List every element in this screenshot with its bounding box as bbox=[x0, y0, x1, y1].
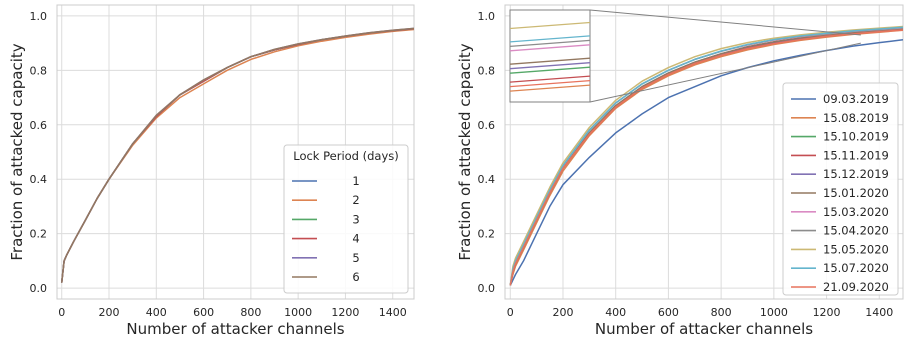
legend-label: 5 bbox=[352, 251, 359, 265]
inset-connector bbox=[589, 9, 861, 36]
inset-series-line bbox=[509, 66, 591, 74]
plot-frame bbox=[504, 4, 904, 300]
legend-label: 1 bbox=[352, 174, 359, 188]
legend-label: 15.10.2019 bbox=[823, 130, 889, 144]
x-tick-label: 400 bbox=[146, 306, 167, 319]
x-tick-label: 200 bbox=[552, 306, 573, 319]
inset-series-line bbox=[509, 75, 591, 83]
inset-series-line bbox=[509, 39, 591, 48]
legend-label: 15.07.2020 bbox=[823, 261, 889, 275]
inset-series-line bbox=[509, 62, 591, 70]
series-line bbox=[60, 27, 414, 283]
inset-series-line bbox=[509, 21, 591, 30]
x-tick-label: 1000 bbox=[760, 306, 788, 319]
legend-label: 15.08.2019 bbox=[823, 111, 889, 125]
legend-label: 15.04.2020 bbox=[823, 224, 889, 238]
series-line bbox=[509, 25, 903, 286]
y-tick-label: 1.0 bbox=[30, 10, 48, 23]
y-tick-label: 0.0 bbox=[478, 282, 496, 295]
legend-label: 09.03.2019 bbox=[823, 92, 889, 106]
x-tick-label: 1000 bbox=[284, 306, 312, 319]
y-axis-label: Fraction of attacked capacity bbox=[456, 43, 474, 260]
left-chart-panel: 0 200 400 600 800 1000 1200 1400 0.0 0.2 0.4 0.6 0.8… bbox=[8, 4, 415, 338]
y-tick-label: 0.8 bbox=[478, 64, 496, 77]
legend-title: Lock Period (days) bbox=[293, 149, 399, 163]
x-tick-label: 400 bbox=[605, 306, 626, 319]
series-line bbox=[509, 26, 903, 286]
series-line bbox=[509, 29, 903, 286]
x-axis-label: Number of attacker channels bbox=[126, 320, 344, 338]
x-tick-label: 1200 bbox=[813, 306, 841, 319]
legend-label: 4 bbox=[352, 232, 359, 246]
legend-label: 6 bbox=[352, 270, 359, 284]
y-tick-label: 0.0 bbox=[30, 282, 48, 295]
y-tick-label: 0.2 bbox=[478, 228, 496, 241]
x-tick-label: 1200 bbox=[331, 306, 359, 319]
legend-label: 3 bbox=[352, 212, 359, 226]
y-axis-label: Fraction of attacked capacity bbox=[8, 43, 26, 260]
inset-series-line bbox=[509, 57, 591, 65]
y-tick-label: 0.6 bbox=[478, 119, 496, 132]
x-tick-label: 600 bbox=[193, 306, 214, 319]
x-tick-label: 0 bbox=[507, 306, 514, 319]
zoom-inset bbox=[509, 9, 861, 103]
series-lines bbox=[60, 27, 414, 283]
x-axis-label: Number of attacker channels bbox=[595, 320, 813, 338]
inset-series-line bbox=[509, 84, 591, 92]
y-tick-label: 0.2 bbox=[30, 228, 48, 241]
y-tick-label: 0.6 bbox=[30, 119, 48, 132]
y-tick-label: 1.0 bbox=[478, 10, 496, 23]
x-tick-label: 1400 bbox=[379, 306, 407, 319]
x-tick-label: 0 bbox=[58, 306, 65, 319]
inset-series-line bbox=[509, 35, 591, 43]
x-tick-label: 1400 bbox=[865, 306, 893, 319]
legend-label: 15.01.2020 bbox=[823, 186, 889, 200]
series-lines bbox=[509, 25, 903, 286]
x-tick-label: 200 bbox=[99, 306, 120, 319]
right-chart-panel: 0 200 400 600 800 1000 1200 1400 0.0 0.2 0.4 0.6 0.8… bbox=[456, 4, 904, 338]
x-tick-label: 600 bbox=[658, 306, 679, 319]
legend-label: 15.05.2020 bbox=[823, 242, 889, 256]
legend: Lock Period (days) 1 2 3 4 5 6 bbox=[283, 144, 409, 294]
legend-label: 21.09.2020 bbox=[823, 280, 889, 294]
x-tick-label: 800 bbox=[240, 306, 261, 319]
y-tick-label: 0.4 bbox=[30, 173, 48, 186]
legend-label: 15.12.2019 bbox=[823, 167, 889, 181]
legend: 09.03.2019 15.08.2019 15.10.2019 15.11.2019… bbox=[782, 82, 899, 296]
series-line bbox=[509, 29, 903, 286]
legend-label: 2 bbox=[352, 193, 359, 207]
x-tick-label: 800 bbox=[711, 306, 732, 319]
legend-label: 15.03.2020 bbox=[823, 205, 889, 219]
inset-connector bbox=[589, 42, 861, 103]
y-tick-label: 0.4 bbox=[478, 173, 496, 186]
inset-series-line bbox=[509, 79, 591, 88]
y-tick-label: 0.8 bbox=[30, 64, 48, 77]
legend-label: 15.11.2019 bbox=[823, 148, 889, 162]
plot-frame bbox=[56, 4, 415, 300]
legend-box bbox=[283, 144, 409, 294]
inset-series-line bbox=[509, 44, 591, 52]
